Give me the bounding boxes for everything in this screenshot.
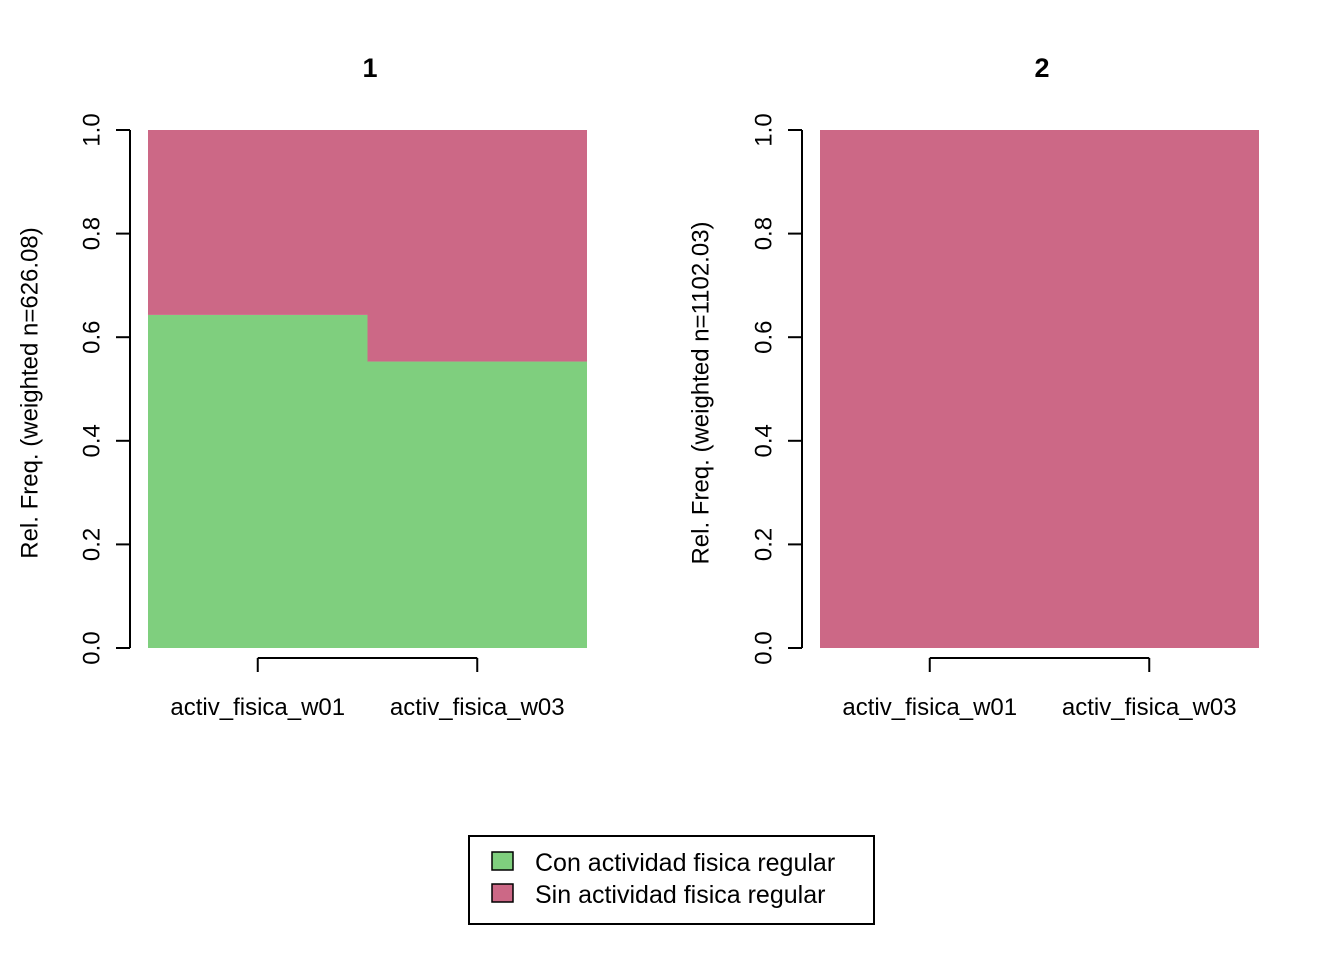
- legend-label-sin: Sin actividad fisica regular: [535, 881, 825, 909]
- y-tick-label: 0.2: [79, 528, 106, 561]
- y-tick-label: 0.0: [79, 631, 106, 664]
- y-tick-label: 0.4: [79, 424, 106, 457]
- legend-box: [468, 835, 875, 925]
- legend-swatch-con: [491, 851, 514, 871]
- x-tick-label: activ_fisica_w01: [170, 694, 345, 721]
- y-tick-label: 0.0: [751, 631, 778, 664]
- legend-label-con: Con actividad fisica regular: [535, 849, 835, 877]
- legend-swatch-sin: [491, 883, 514, 903]
- bar-p1-activ_fisica_w01-s1: [148, 314, 368, 648]
- chart-panel-2: 0.0 0.2 0.4 0.6 0.8 1.0 activ_fisica_w01 activ_…: [688, 53, 1259, 721]
- panel-title: 1: [362, 53, 377, 83]
- y-tick-label: 0.6: [79, 321, 106, 354]
- y-axis-label: Rel. Freq. (weighted n=626.08): [17, 227, 44, 559]
- chart-panel-1: 0.0 0.2 0.4 0.6 0.8 1.0 activ_fisica_w01 activ_…: [17, 53, 587, 721]
- y-tick-label: 0.6: [751, 321, 778, 354]
- bar-p1-activ_fisica_w01-s2: [148, 130, 368, 315]
- y-tick-label: 0.8: [79, 217, 106, 250]
- y-tick-label: 0.8: [751, 217, 778, 250]
- y-axis-label: Rel. Freq. (weighted n=1102.03): [688, 221, 715, 564]
- y-tick-label: 1.0: [79, 113, 106, 146]
- bar-p1-activ_fisica_w03-s1: [367, 361, 587, 648]
- bar-p1-activ_fisica_w03-s2: [367, 130, 587, 362]
- x-tick-label: activ_fisica_w03: [1062, 694, 1237, 721]
- y-tick-label: 0.4: [751, 424, 778, 457]
- bar-p2-activ_fisica_w03-s2: [1039, 130, 1259, 648]
- y-tick-label: 1.0: [751, 113, 778, 146]
- x-tick-label: activ_fisica_w01: [842, 694, 1017, 721]
- y-tick-label: 0.2: [751, 528, 778, 561]
- panel-title: 2: [1034, 53, 1049, 83]
- bar-p2-activ_fisica_w01-s2: [820, 130, 1040, 648]
- x-tick-label: activ_fisica_w03: [390, 694, 565, 721]
- legend: Con actividad fisica regular Sin activid…: [468, 835, 875, 925]
